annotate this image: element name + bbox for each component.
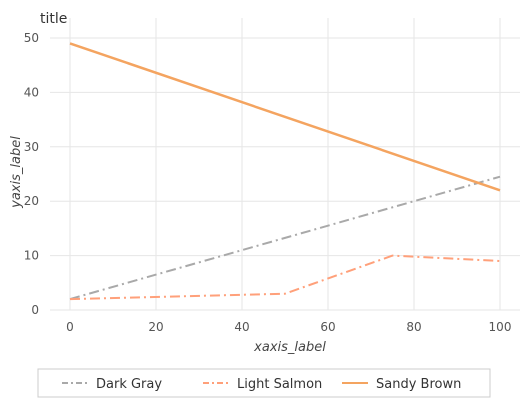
y-tick-label: 40: [24, 85, 39, 99]
tick-labels: 0 20 40 60 80 100 0 10 20 30 40 50: [24, 31, 512, 334]
chart-title: title: [40, 11, 67, 27]
legend-label: Dark Gray: [96, 377, 162, 392]
x-tick-label: 0: [66, 320, 74, 334]
y-tick-label: 0: [31, 303, 39, 317]
x-tick-label: 80: [406, 320, 421, 334]
y-tick-label: 50: [24, 31, 39, 45]
y-tick-label: 20: [24, 194, 39, 208]
x-tick-label: 40: [234, 320, 249, 334]
legend-label: Light Salmon: [237, 377, 322, 392]
x-tick-label: 20: [148, 320, 163, 334]
x-tick-label: 100: [489, 320, 512, 334]
legend-box: [37, 368, 491, 398]
legend-label: Sandy Brown: [376, 377, 461, 392]
y-tick-label: 10: [24, 249, 39, 263]
y-tick-label: 30: [24, 140, 39, 154]
series-lines: [69, 42, 501, 301]
series-line-dark-gray: [69, 175, 501, 301]
x-axis-label: xaxis_label: [253, 340, 326, 355]
legend: Dark Gray Light Salmon Sandy Brown: [62, 377, 461, 392]
series-line-light-salmon: [69, 254, 501, 301]
series-line-sandy-brown: [69, 42, 501, 192]
y-axis-label: yaxis_label: [9, 136, 24, 209]
grid-lines: [50, 18, 520, 311]
x-tick-label: 60: [320, 320, 335, 334]
